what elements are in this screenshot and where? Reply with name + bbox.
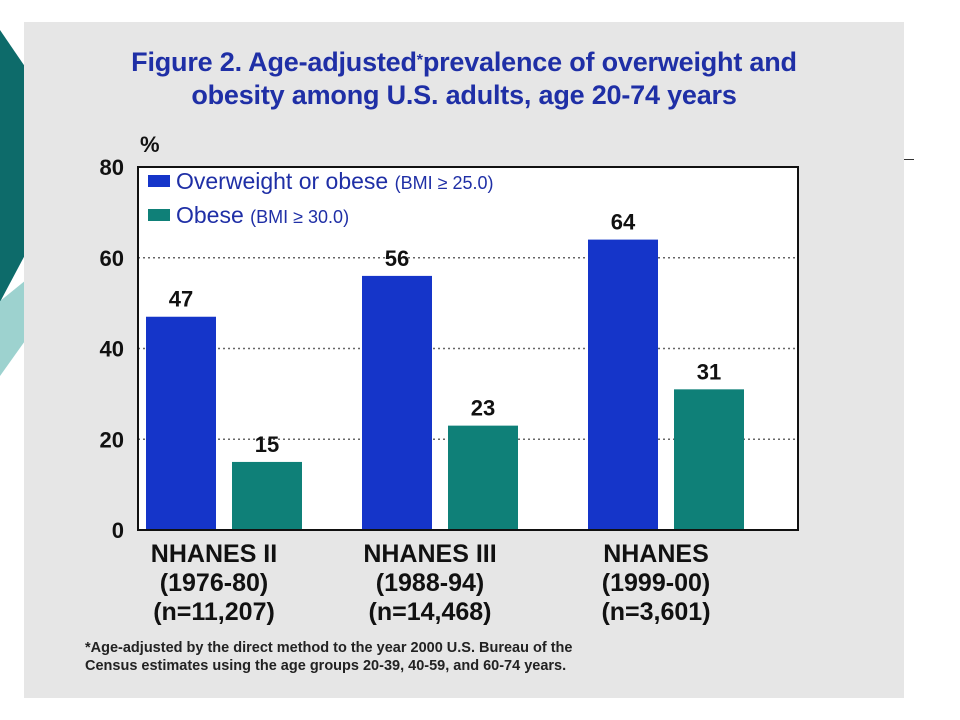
x-category-label: (1976-80) — [160, 569, 268, 597]
bar-obese — [232, 461, 302, 530]
legend-label: Obese (BMI ≥ 30.0) — [176, 202, 349, 228]
figure-title: Figure 2. Age-adjusted*prevalence of ove… — [24, 46, 904, 112]
bar-obese — [674, 389, 744, 530]
title-line1-rest: prevalence of overweight and — [422, 47, 797, 77]
bar-value-label: 15 — [255, 432, 279, 457]
footnote: *Age-adjusted by the direct method to th… — [85, 639, 845, 675]
y-tick-label: 20 — [100, 427, 124, 452]
bar-value-label: 23 — [471, 396, 495, 421]
title-footnote-mark: * — [416, 52, 423, 69]
legend-series-name: Overweight or obese — [176, 168, 395, 194]
footnote-line1: *Age-adjusted by the direct method to th… — [85, 640, 573, 656]
legend-series-qualifier: (BMI ≥ 30.0) — [250, 207, 349, 227]
x-category-label: NHANES III — [363, 540, 496, 568]
bar-value-label: 47 — [169, 287, 193, 312]
y-tick-label: 40 — [100, 337, 124, 362]
bar-overweight — [362, 275, 432, 530]
bar-obese — [448, 425, 518, 530]
bar-value-label: 64 — [611, 210, 636, 235]
bar-overweight — [146, 316, 216, 530]
x-category-label: (1999-00) — [602, 569, 710, 597]
y-axis-label: % — [140, 132, 160, 157]
y-tick-label: 60 — [100, 246, 124, 271]
bar-value-label: 56 — [385, 246, 409, 271]
bar-value-label: 31 — [697, 359, 721, 384]
y-tick-label: 80 — [100, 155, 124, 180]
slide-decoration-line — [903, 159, 914, 160]
plot-frame — [137, 166, 799, 531]
x-category-label: (1988-94) — [376, 569, 484, 597]
x-category-label: (n=14,468) — [369, 598, 492, 626]
bar-chart: 0 20 40 60 80% 47 56 64 15 23 31 NHANES II(1976-80)… — [100, 132, 799, 626]
footnote-line2: Census estimates using the age groups 20… — [85, 658, 567, 674]
bar-overweight — [588, 239, 658, 530]
x-category-label: NHANES — [603, 540, 709, 568]
slide-decoration-dark — [0, 30, 26, 302]
legend-series-name: Obese — [176, 202, 250, 228]
title-line2: obesity among U.S. adults, age 20-74 yea… — [191, 80, 737, 110]
y-tick-label: 0 — [112, 518, 124, 543]
legend-swatch-obese — [148, 209, 170, 221]
legend-series-qualifier: (BMI ≥ 25.0) — [395, 173, 494, 193]
legend-swatch-overweight — [148, 175, 170, 187]
figure-panel: Figure 2. Age-adjusted*prevalence of ove… — [24, 22, 904, 698]
x-category-label: (n=3,601) — [601, 598, 710, 626]
title-line1: Figure 2. Age-adjusted — [131, 47, 417, 77]
x-category-label: (n=11,207) — [153, 598, 275, 626]
x-category-label: NHANES II — [151, 540, 277, 568]
legend-label: Overweight or obese (BMI ≥ 25.0) — [176, 168, 494, 194]
